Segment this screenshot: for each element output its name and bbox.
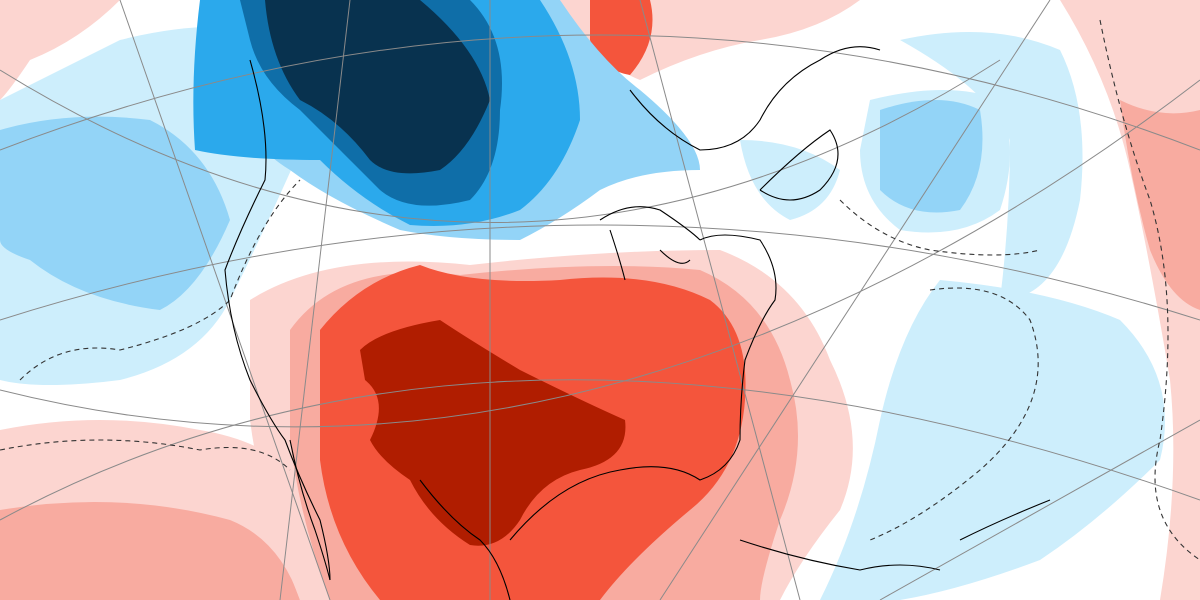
zero-contours	[0, 19, 1200, 561]
zero-contour	[1099, 19, 1200, 561]
gulf-and-east-coastline	[419, 234, 777, 600]
cold-area	[880, 100, 983, 213]
warm-area	[1120, 100, 1200, 310]
zero-contour	[869, 287, 1039, 541]
cold-area	[0, 116, 230, 311]
zero-contour	[0, 439, 291, 471]
latitude-line	[0, 34, 1200, 151]
west-coastline	[224, 59, 331, 581]
light-cold-area	[900, 32, 1083, 300]
latitude-line	[0, 59, 1001, 223]
baja-coastline	[289, 439, 331, 581]
latitude-line	[0, 379, 1200, 521]
longitude-line	[119, 0, 331, 600]
warm-area	[0, 502, 300, 600]
light-warm-area	[0, 0, 120, 100]
light-cold-area	[740, 140, 840, 220]
longitude-line	[879, 419, 1200, 600]
zero-contour	[19, 179, 301, 381]
hudson-bay	[629, 46, 881, 151]
coastlines	[224, 46, 1051, 600]
caribbean-islands	[739, 499, 1051, 571]
light-cold-area	[820, 280, 1165, 600]
longitude-line	[659, 0, 1051, 600]
latitude-line	[0, 79, 1200, 428]
labrador	[759, 129, 839, 201]
longitude-line	[279, 0, 351, 600]
strong-warm-area	[590, 0, 653, 75]
extreme-warm-area	[360, 320, 626, 546]
latitude-line	[0, 224, 1200, 321]
longitude-line	[639, 0, 801, 600]
great-lakes	[599, 206, 701, 281]
